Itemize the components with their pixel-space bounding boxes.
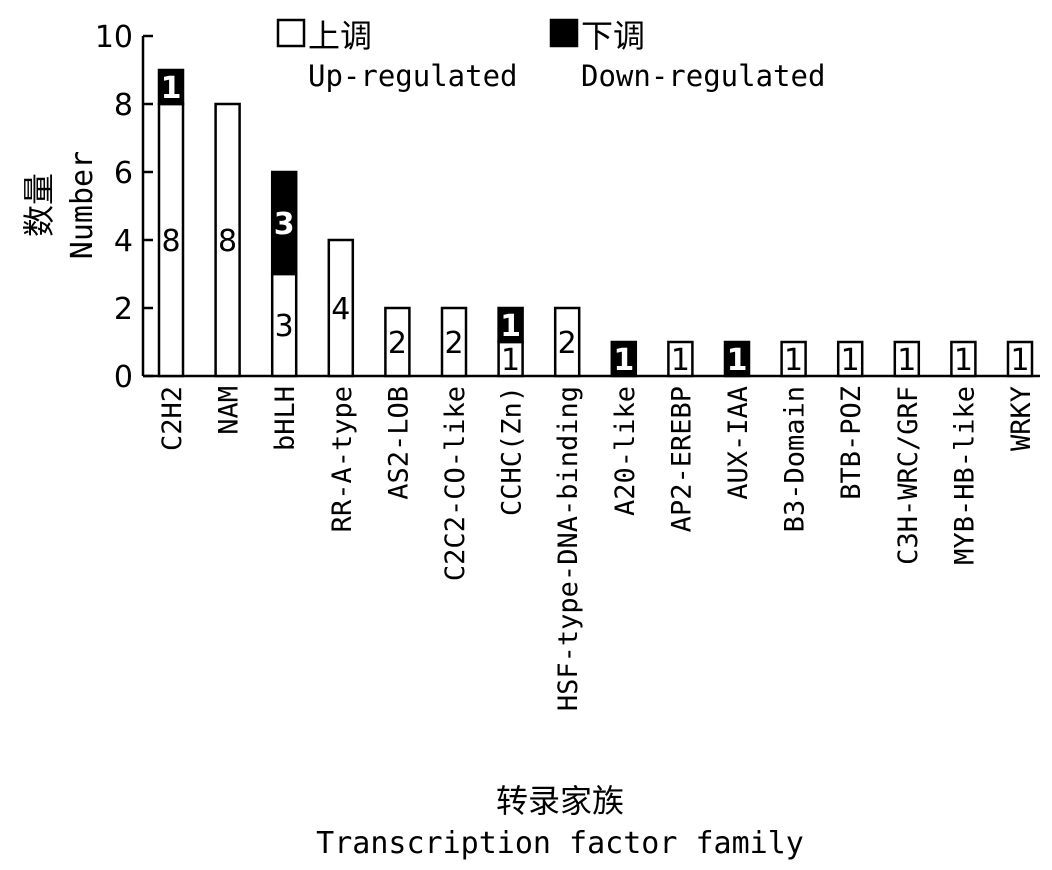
bar-down-value-label: 1 [613,343,634,378]
bar-down [497,306,524,344]
bar-up-value-label: 1 [897,343,916,378]
bar-up [893,340,921,378]
bar-up-value-label: 2 [388,326,407,361]
y-tick-label: 10 [95,20,133,55]
legend-label-down-cn: 下调 [581,17,645,55]
bar-up [214,102,241,378]
bar-up-value-label: 8 [161,224,180,259]
bar-up [1006,340,1034,378]
y-axis-title-en: Number [65,151,100,259]
x-category-labels: C2H2 NAM bHLH RR-A-type AS2-LOB C2C2-CO-like C… [157,386,1037,711]
bar-up-value-label: 1 [1010,343,1029,378]
x-category-label: NAM [214,386,245,435]
x-category-label: CCHC(Zn) [497,386,528,516]
bar-up-value-label: 2 [444,326,463,361]
x-category-label: bHLH [270,386,301,451]
y-tick-labels: 0 2 4 6 8 10 [95,20,133,395]
x-category-label: RR-A-type [327,386,358,532]
x-category-label: C2H2 [157,386,188,451]
bar-up [440,306,468,378]
bar-up-value-label: 1 [784,343,803,378]
bar-up [553,306,581,378]
x-category-label: C2C2-CO-like [440,386,471,581]
bar-down-value-label: 1 [727,343,748,378]
bar-up [836,340,864,378]
bar-up-value-label: 8 [218,224,237,259]
x-category-label: MYB-HB-like [949,386,980,565]
bar-up-value-label: 1 [671,343,690,378]
legend-swatch-up [276,18,306,48]
legend-label-down-en: Down-regulated [581,59,825,93]
x-category-label: A20-like [610,386,641,516]
bar-up [327,238,355,378]
bar-down [610,340,638,378]
x-category-label: AS2-LOB [383,386,414,500]
x-category-label: BTB-POZ [836,386,867,500]
bar-down [723,340,751,378]
x-category-label: C3H-WRC/GRF [893,386,924,565]
x-category-label: B3-Domain [780,386,811,532]
x-category-label: AP2-EREBP [666,386,697,532]
bar-up [780,340,807,378]
bar-down-value-label: 1 [161,71,182,106]
bar-up-value-label: 3 [275,309,294,344]
bar-up-value-label: 2 [558,326,577,361]
bar-up-value-label: 1 [954,343,973,378]
bar-up-value-label: 4 [331,292,350,327]
bar-up [667,340,694,378]
bar-up [950,340,977,378]
y-tick-label: 2 [114,292,133,327]
y-axis-title: 数量 Number [20,151,100,259]
legend: 上调 下调 Up-regulated Down-regulated [276,17,825,93]
x-category-label: WRKY [1006,386,1037,451]
y-tick-label: 4 [114,224,133,259]
bar-down [270,170,298,276]
y-tick-label: 8 [114,88,133,123]
bar-down-value-label: 1 [500,309,521,344]
bar-up [157,102,185,378]
legend-swatch-down [549,18,579,48]
bar-up-value-label: 1 [841,343,860,378]
x-category-label: HSF-type-DNA-binding [553,386,584,711]
bar-up [384,306,411,378]
bar-down [157,68,185,106]
bar-up [497,340,524,378]
x-axis-title-cn: 转录家族 [496,782,624,820]
x-category-label: AUX-IAA [723,386,754,500]
y-tick-label: 0 [114,360,133,395]
bar-down-value-label: 3 [274,207,295,242]
y-tick-label: 6 [114,156,133,191]
bar-up-value-label: 1 [501,343,520,378]
legend-label-up-en: Up-regulated [308,59,518,93]
y-axis-title-cn: 数量 [20,173,58,237]
legend-label-up-cn: 上调 [308,17,372,55]
x-axis-title-en: Transcription factor family [316,826,804,861]
